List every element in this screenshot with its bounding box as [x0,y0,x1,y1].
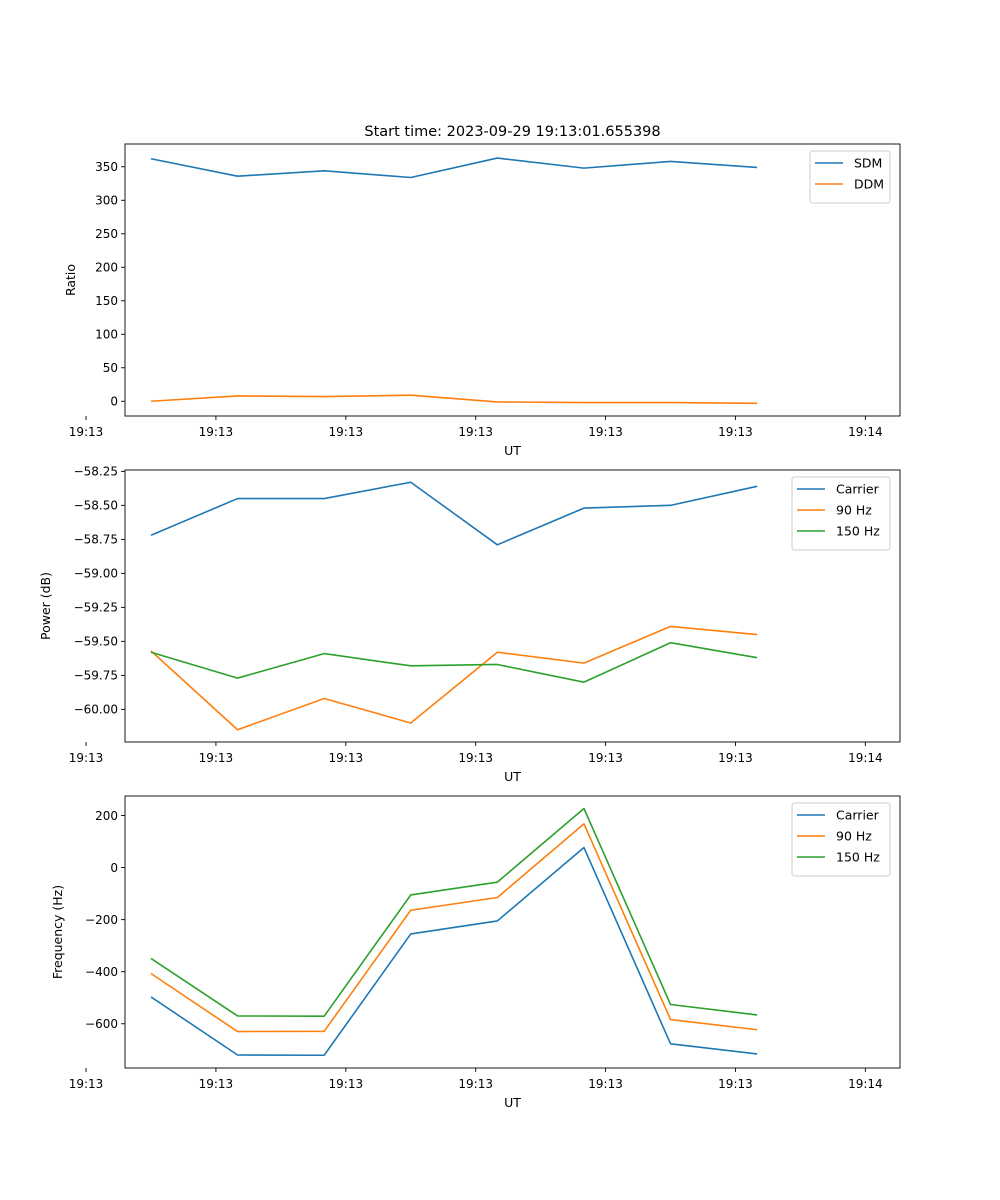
panel-3-y-tick-label: 0 [110,861,118,875]
panel-1-y-tick-label: 250 [95,227,118,241]
panel-1-x-tick-label: 19:14 [848,425,883,439]
panel-1-title: Start time: 2023-09-29 19:13:01.655398 [364,124,660,140]
panel-2-x-tick-label: 19:13 [588,751,623,765]
panel-3: 19:13 19:13 19:13 19:13 19:13 19:13 19:14 −600 −… [50,795,901,1110]
panel-1-x-tick-label: 19:13 [329,425,364,439]
panel-1-y-tick-label: 50 [103,361,118,375]
panel-3-y-tick-label: 200 [95,809,118,823]
panel-3-x-tick-label: 19:13 [458,1077,493,1091]
panel-2-series-carrier-line [150,481,758,546]
panel-3-legend-label-90-hz: 90 Hz [836,829,872,844]
panel-1-series-sdm-line [150,157,758,179]
panel-1-y-tick-label: 0 [110,395,118,409]
panel-1-x-tick-label: 19:13 [69,425,104,439]
panel-1-legend-label-sdm: SDM [854,156,882,171]
panel-3-y-tick-label: −600 [85,1017,118,1031]
panel-2-y-tick-label: −58.75 [74,533,118,547]
panel-1-x-tick-label: 19:13 [458,425,493,439]
panel-3-axes-frame [124,795,901,1069]
panel-3-legend: Carrier 90 Hz 150 Hz [791,802,891,877]
panel-3-legend-label-150-hz: 150 Hz [836,850,880,865]
panel-3-y-tick-label: −400 [85,965,118,979]
panel-3-y-axis-label: Frequency (Hz) [50,885,65,979]
panel-1-x-tick-label: 19:13 [718,425,753,439]
panel-2-x-tick-label: 19:13 [458,751,493,765]
panel-1-y-tick-label: 200 [95,261,118,275]
panel-2-y-axis-label: Power (dB) [38,572,53,640]
panel-3-series-150-hz-line [150,807,758,1018]
panel-2-y-tick-label: −59.00 [74,567,118,581]
panel-1-x-tick-label: 19:13 [588,425,623,439]
panel-2-x-tick-label: 19:13 [69,751,104,765]
panel-1-y-tick-label: 100 [95,328,118,342]
panel-2-y-tick-label: −59.25 [74,601,118,615]
panel-3-legend-label-carrier: Carrier [836,808,880,823]
panel-2-x-tick-label: 19:13 [718,751,753,765]
panel-2-y-tick-label: −58.25 [74,465,118,479]
panel-3-x-tick-label: 19:14 [848,1077,883,1091]
panel-3-y-tick-label: −200 [85,913,118,927]
panel-3-x-tick-label: 19:13 [329,1077,364,1091]
panel-2-y-tick-label: −60.00 [74,703,118,717]
panel-1-y-tick-label: 350 [95,160,118,174]
panel-1-legend-box [809,150,891,204]
panel-2-axes-frame [124,469,901,743]
panel-3-x-tick-label: 19:13 [588,1077,623,1091]
panel-2-series-90-hz-line [150,625,758,731]
panel-1-y-axis-label: Ratio [63,264,78,296]
panel-3-x-tick-label: 19:13 [718,1077,753,1091]
panel-1-legend-label-ddm: DDM [854,177,884,192]
panel-3-series-90-hz-line [150,823,758,1033]
panel-2-x-axis-label: UT [504,769,521,784]
panel-2-x-tick-label: 19:14 [848,751,883,765]
panel-2-y-tick-label: −59.75 [74,669,118,683]
panel-2-y-tick-label: −58.50 [74,499,118,513]
panel-1-series-ddm-line [150,394,758,405]
panel-3-x-tick-label: 19:13 [199,1077,234,1091]
panel-2-legend: Carrier 90 Hz 150 Hz [791,476,891,551]
panel-2-y-tick-label: −59.50 [74,635,118,649]
panel-1: 19:13 19:13 19:13 19:13 19:13 19:13 19:14 0 50 10… [63,124,901,458]
panel-2-legend-label-90-hz: 90 Hz [836,503,872,518]
panel-2: 19:13 19:13 19:13 19:13 19:13 19:13 19:14 −60.0… [38,465,901,784]
panel-2-legend-label-150-hz: 150 Hz [836,524,880,539]
panel-2-series-150-hz-line [150,641,758,683]
panel-1-y-tick-label: 150 [95,294,118,308]
panel-2-legend-label-carrier: Carrier [836,482,880,497]
panel-1-legend: SDM DDM [809,150,891,204]
panel-3-x-axis-label: UT [504,1095,521,1110]
panel-3-series-carrier-line [150,846,758,1057]
panel-1-y-tick-label: 300 [95,194,118,208]
panel-2-x-tick-label: 19:13 [199,751,234,765]
panel-1-axes-frame [124,143,901,417]
panel-3-x-tick-label: 19:13 [69,1077,104,1091]
panel-1-x-tick-label: 19:13 [199,425,234,439]
panel-2-x-tick-label: 19:13 [329,751,364,765]
panel-1-x-axis-label: UT [504,443,521,458]
